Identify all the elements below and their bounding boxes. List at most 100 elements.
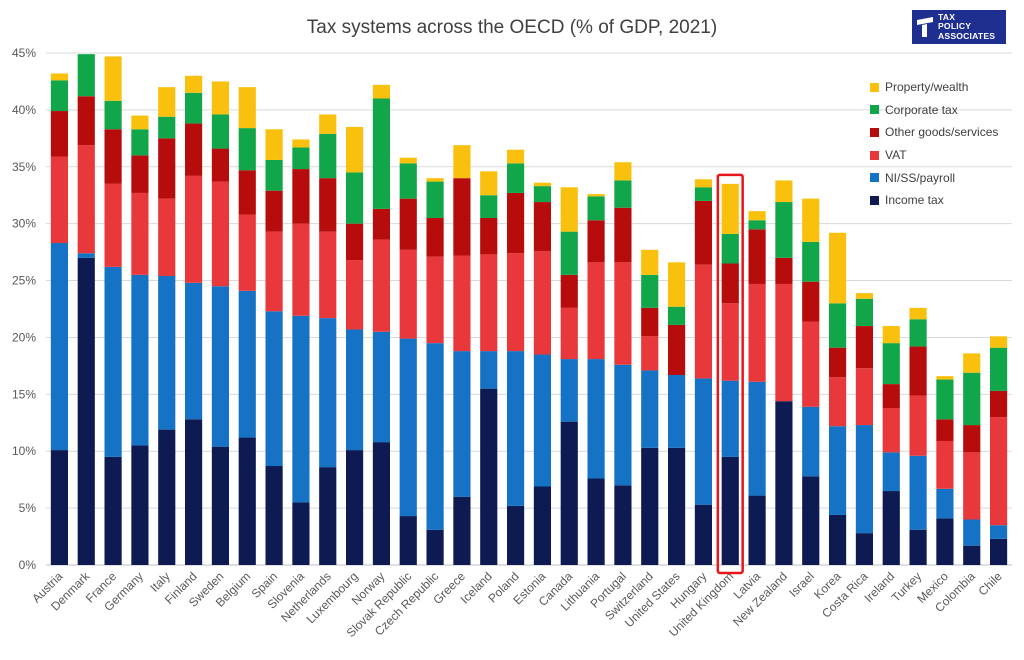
bar-segment <box>399 516 417 565</box>
bar-stack-colombia <box>963 353 981 565</box>
bar-segment <box>265 231 283 312</box>
bar-segment <box>963 452 981 520</box>
bar-segment <box>104 183 122 267</box>
bar-segment <box>158 116 176 139</box>
bar-stack-iceland <box>480 171 498 565</box>
bar-segment <box>748 381 766 496</box>
bar-segment <box>560 231 578 275</box>
bar-stack-canada <box>560 187 578 565</box>
bar-segment <box>748 211 766 221</box>
bar-segment <box>319 231 337 319</box>
logo-text: TAX POLICY ASSOCIATES <box>938 12 995 41</box>
bar-segment <box>480 171 498 196</box>
bar-stack-new-zealand <box>775 180 793 565</box>
bar-segment <box>372 331 391 443</box>
bar-segment <box>104 129 122 184</box>
bar-segment <box>506 163 525 193</box>
bar-segment <box>963 519 981 546</box>
bar-segment <box>560 274 578 308</box>
bar-stack-latvia <box>748 211 766 565</box>
bar-segment <box>399 249 417 339</box>
bar-segment <box>641 249 659 275</box>
bar-segment <box>426 181 444 218</box>
bars <box>50 54 1008 565</box>
bar-segment <box>587 262 605 360</box>
bar-segment <box>828 232 847 304</box>
bar-stack-estonia <box>533 182 552 565</box>
bar-stack-greece <box>453 145 471 565</box>
bar-segment <box>667 262 686 307</box>
bar-segment <box>614 207 632 263</box>
bar-segment <box>50 450 69 565</box>
bar-stack-sweden <box>211 81 230 565</box>
bar-segment <box>775 257 793 284</box>
bar-segment <box>882 452 900 492</box>
bar-segment <box>721 380 739 457</box>
bar-segment <box>158 138 176 199</box>
bar-segment <box>506 149 525 164</box>
bar-segment <box>426 343 444 530</box>
bar-segment <box>936 379 954 420</box>
bar-segment <box>372 208 391 240</box>
bar-segment <box>506 505 525 565</box>
legend-label: VAT <box>885 148 907 163</box>
legend-item: Other goods/services <box>870 121 998 144</box>
bar-segment <box>184 92 203 124</box>
bar-segment <box>77 96 95 146</box>
bar-segment <box>855 293 874 299</box>
bar-segment <box>989 336 1008 348</box>
bar-segment <box>453 255 471 352</box>
bar-segment <box>882 326 900 344</box>
bar-stack-poland <box>506 149 525 565</box>
bar-segment <box>694 378 713 505</box>
bar-segment <box>802 406 820 477</box>
bar-stack-costa-rica <box>855 293 874 565</box>
bar-segment <box>641 274 659 308</box>
bar-segment <box>184 175 203 283</box>
bar-segment <box>533 186 552 203</box>
bar-segment <box>238 87 256 129</box>
y-tick-label: 35% <box>12 160 36 174</box>
y-tick-label: 5% <box>19 501 37 515</box>
bar-segment <box>265 159 283 191</box>
bar-segment <box>131 155 149 193</box>
bar-segment <box>587 196 605 221</box>
bar-stack-chile <box>989 336 1008 565</box>
bar-segment <box>560 421 578 565</box>
bar-segment <box>426 256 444 344</box>
bar-segment <box>453 145 471 179</box>
bar-segment <box>506 351 525 506</box>
logo-mark-icon <box>917 17 933 37</box>
bar-segment <box>265 129 283 160</box>
bar-segment <box>533 182 552 187</box>
bar-segment <box>587 359 605 479</box>
bar-segment <box>828 514 847 565</box>
bar-segment <box>614 180 632 208</box>
bar-segment <box>372 84 391 99</box>
bar-segment <box>345 126 364 173</box>
bar-segment <box>614 485 632 565</box>
bar-segment <box>533 486 552 565</box>
chart-legend: Property/wealth Corporate tax Other goods/… <box>870 76 998 212</box>
bar-stack-czech-republic <box>426 178 444 565</box>
bar-segment <box>936 440 954 489</box>
bar-segment <box>963 372 981 426</box>
bar-segment <box>882 491 900 565</box>
bar-segment <box>909 307 927 320</box>
legend-swatch <box>870 82 879 92</box>
highlight-layer <box>716 173 744 575</box>
bar-segment <box>641 370 659 448</box>
y-tick-label: 15% <box>12 387 36 401</box>
bar-segment <box>453 178 471 256</box>
bar-segment <box>480 217 498 255</box>
bar-segment <box>802 198 820 242</box>
bar-segment <box>426 529 444 565</box>
bar-segment <box>372 98 391 209</box>
bar-segment <box>184 419 203 565</box>
bar-segment <box>828 377 847 427</box>
legend-swatch <box>870 195 879 205</box>
bar-segment <box>560 187 578 232</box>
bar-stack-slovenia <box>292 139 310 565</box>
bar-segment <box>694 179 713 188</box>
legend-item: Income tax <box>870 189 998 212</box>
